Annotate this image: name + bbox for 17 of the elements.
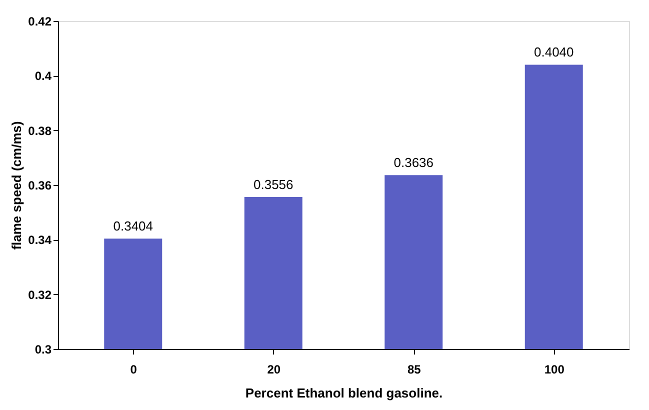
- data-label: 0.3636: [394, 155, 434, 170]
- y-tick-label: 0.34: [28, 233, 52, 248]
- y-tick-label: 0.4: [34, 69, 52, 84]
- x-axis-title: Percent Ethanol blend gasoline.: [245, 386, 443, 400]
- data-label: 0.3404: [113, 218, 154, 234]
- y-axis-title: flame speed (cm/ms): [9, 121, 24, 250]
- y-tick-label: 0.32: [28, 288, 52, 302]
- x-tick-label: 85: [407, 362, 422, 376]
- x-tick-label: 0: [130, 362, 138, 376]
- x-tick-label: 100: [544, 362, 565, 376]
- y-tick-label: 0.42: [28, 14, 52, 28]
- data-label: 0.3556: [253, 177, 294, 192]
- y-tick-label: 0.36: [28, 178, 52, 192]
- y-tick-label: 0.38: [28, 124, 52, 138]
- y-tick-label: 0.3: [34, 342, 52, 356]
- data-label: 0.4040: [534, 44, 574, 60]
- x-tick-label: 20: [267, 362, 281, 376]
